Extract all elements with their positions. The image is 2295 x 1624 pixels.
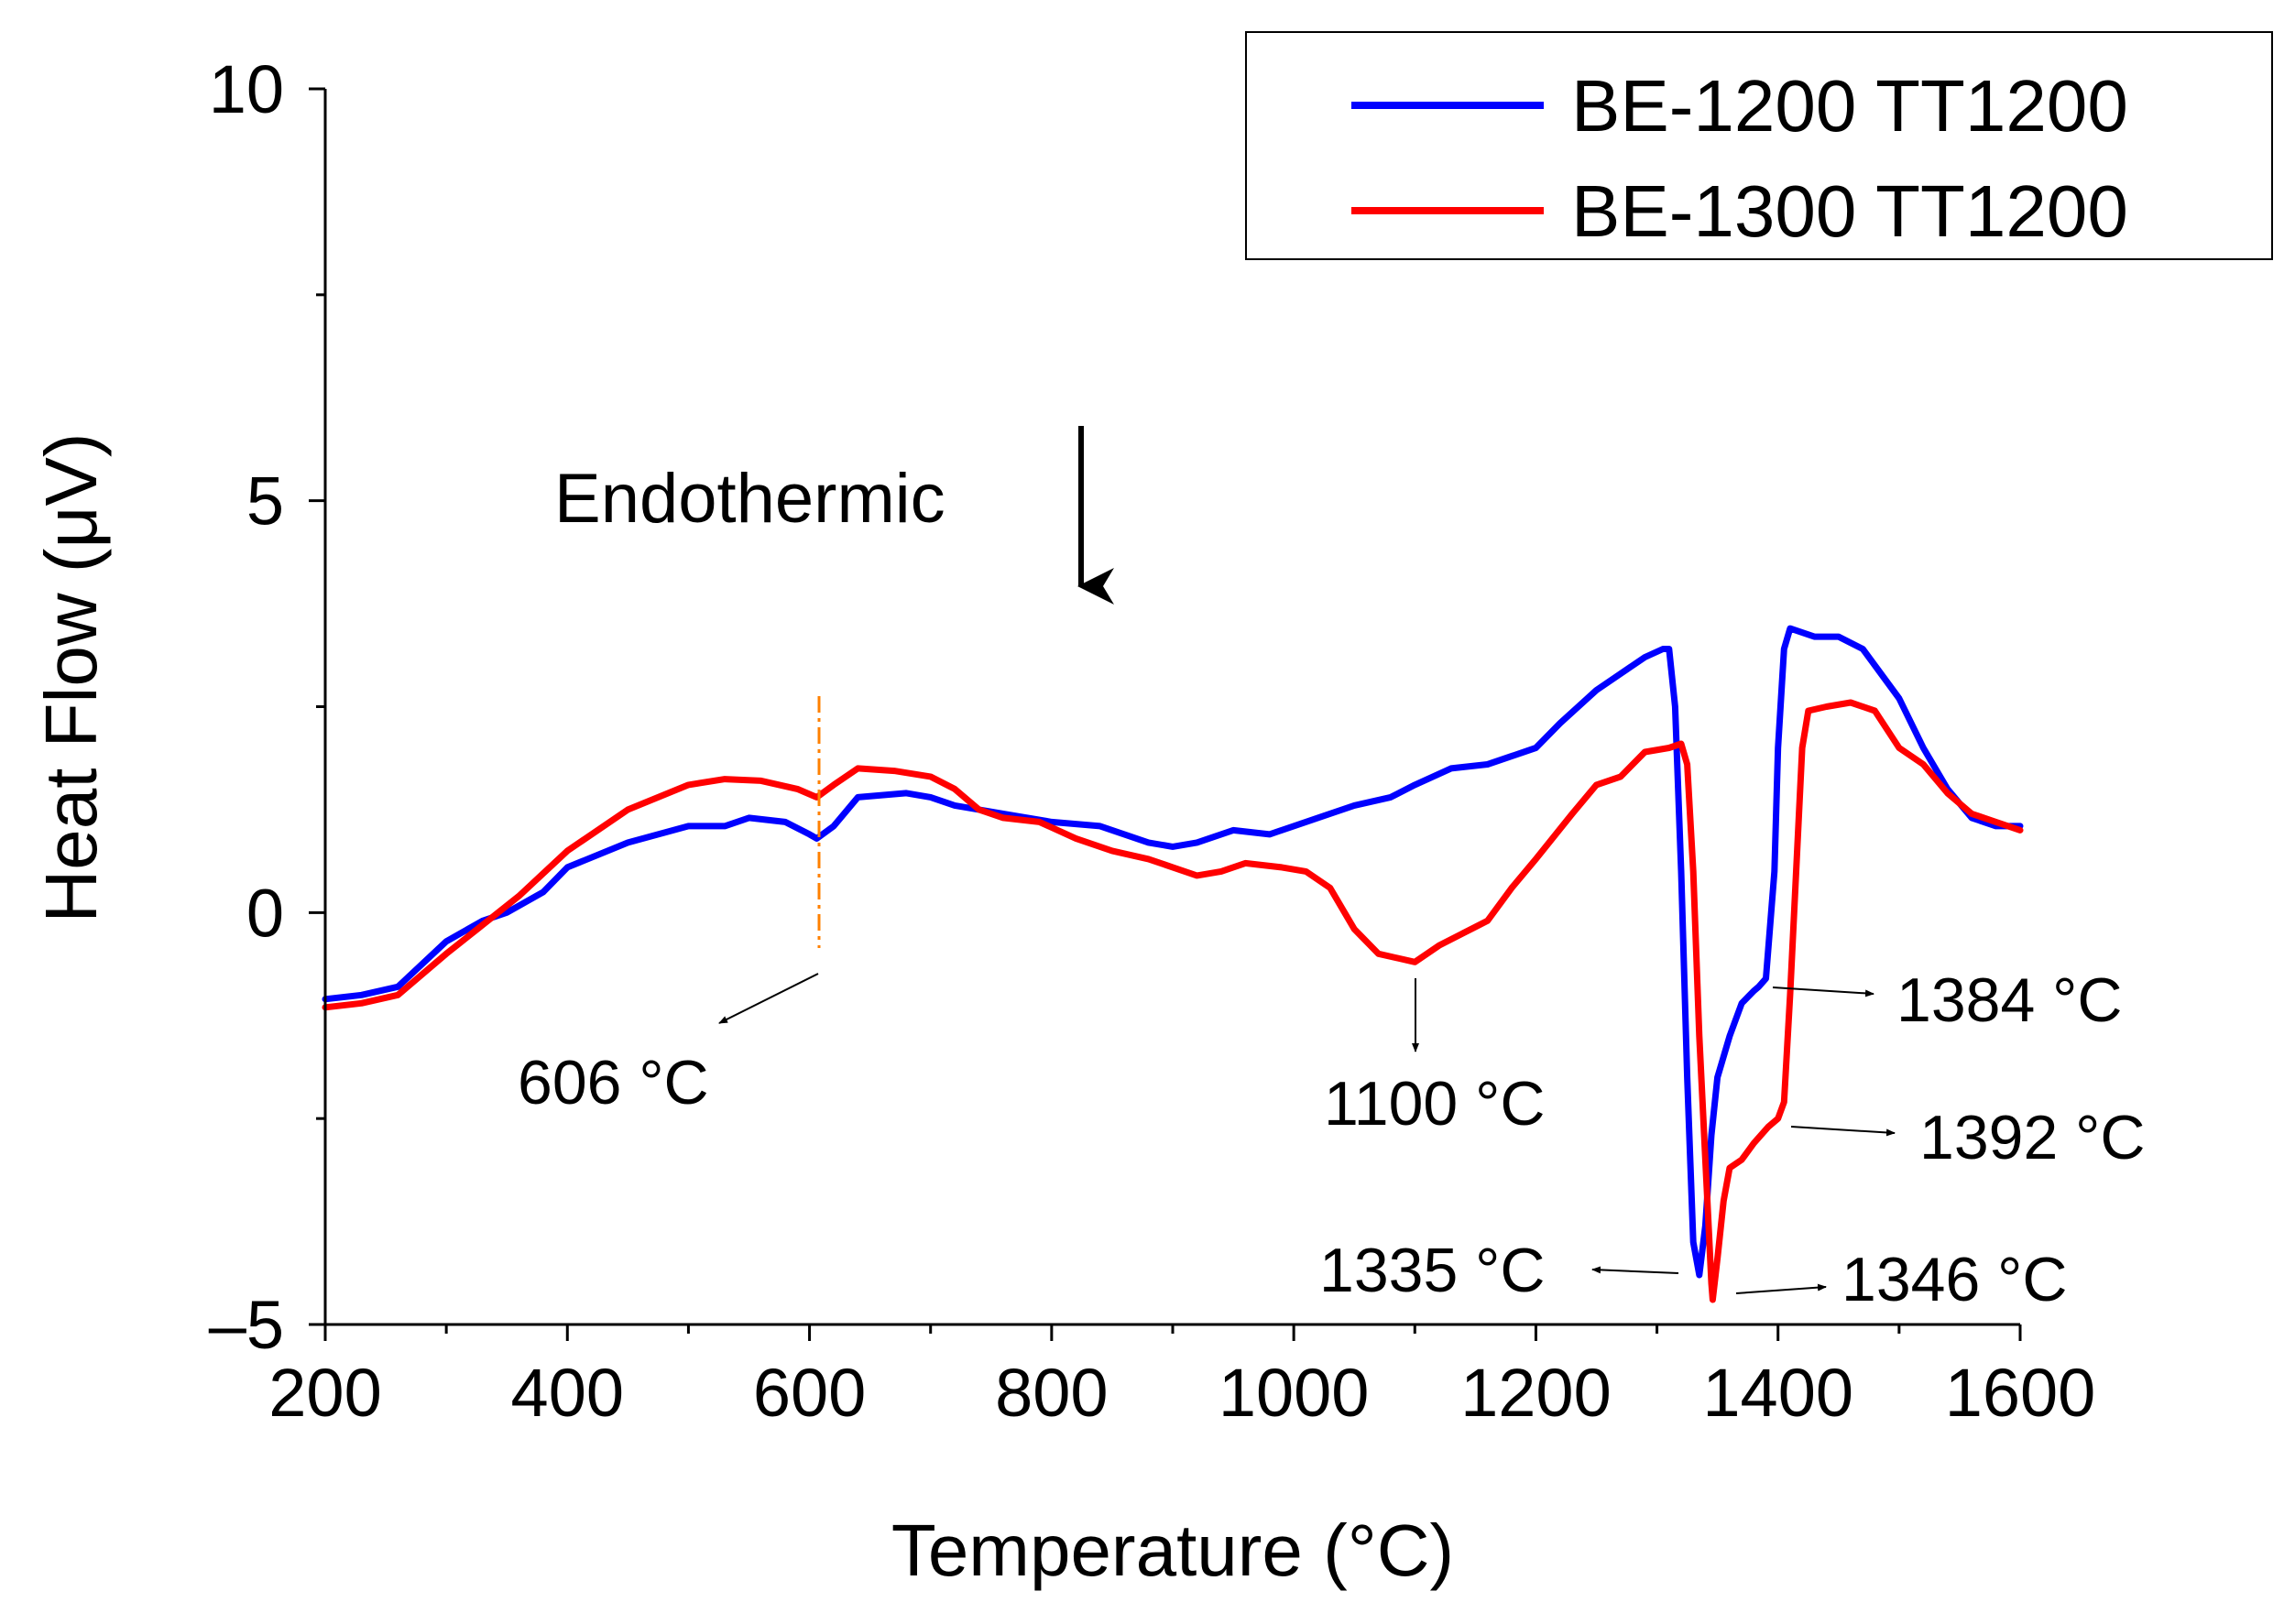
annotation-label-1346: 1346 °C: [1841, 1245, 2067, 1314]
series-line-2: [322, 699, 2024, 1303]
annotation-arrow-1392: [1790, 1126, 1896, 1137]
endothermic-indicator: Endothermic: [554, 426, 1114, 605]
endothermic-label: Endothermic: [554, 460, 945, 538]
annotation-label-1335: 1335 °C: [1319, 1236, 1545, 1305]
series-line-1: [322, 625, 2024, 1279]
x-tick-label-400: 400: [511, 1355, 624, 1431]
plot-area: 200 400 600 800 1000 1200 1400 1600 –5 0 5 10: [209, 51, 2096, 1431]
x-tick-label-1600: 1600: [1945, 1355, 2096, 1431]
x-tick-label-1400: 1400: [1702, 1355, 1853, 1431]
legend-label-series-2: BE-1300 TT1200: [1571, 170, 2128, 252]
x-tick-label-200: 200: [268, 1355, 381, 1431]
x-axis-ticks: 200 400 600 800 1000 1200 1400 1600: [268, 1324, 2095, 1431]
annotation-arrow-1335: [1591, 1266, 1679, 1274]
annotation-label-1384: 1384 °C: [1896, 965, 2122, 1035]
y-tick-label-0: 0: [246, 875, 284, 951]
annotations: 606 °C 1100 °C 1384 °C 1392 °C 1335 °C 1…: [518, 965, 2145, 1314]
y-tick-label-10: 10: [209, 51, 284, 127]
x-axis-title: Temperature (°C): [891, 1510, 1454, 1591]
legend: BE-1200 TT1200 BE-1300 TT1200: [1245, 31, 2273, 260]
annotation-arrow-1346: [1735, 1283, 1827, 1294]
annotation-arrow-1384: [1772, 986, 1874, 997]
annotation-arrow-606: [718, 973, 819, 1024]
y-axis-ticks: –5 0 5 10: [209, 51, 325, 1363]
y-axis-title: Heat Flow (μV): [30, 432, 112, 922]
annotation-label-606: 606 °C: [518, 1048, 709, 1117]
series-layer: [322, 625, 2024, 1303]
x-tick-label-600: 600: [753, 1355, 866, 1431]
x-tick-label-800: 800: [995, 1355, 1108, 1431]
annotation-label-1392: 1392 °C: [1919, 1103, 2145, 1172]
y-tick-label-5: 5: [246, 463, 284, 540]
x-tick-label-1000: 1000: [1219, 1355, 1370, 1431]
legend-label-series-1: BE-1200 TT1200: [1571, 65, 2128, 147]
x-tick-label-1200: 1200: [1460, 1355, 1612, 1431]
legend-box: [1245, 31, 2273, 260]
y-tick-label--5: –5: [209, 1287, 284, 1363]
annotation-label-1100: 1100 °C: [1324, 1069, 1545, 1139]
